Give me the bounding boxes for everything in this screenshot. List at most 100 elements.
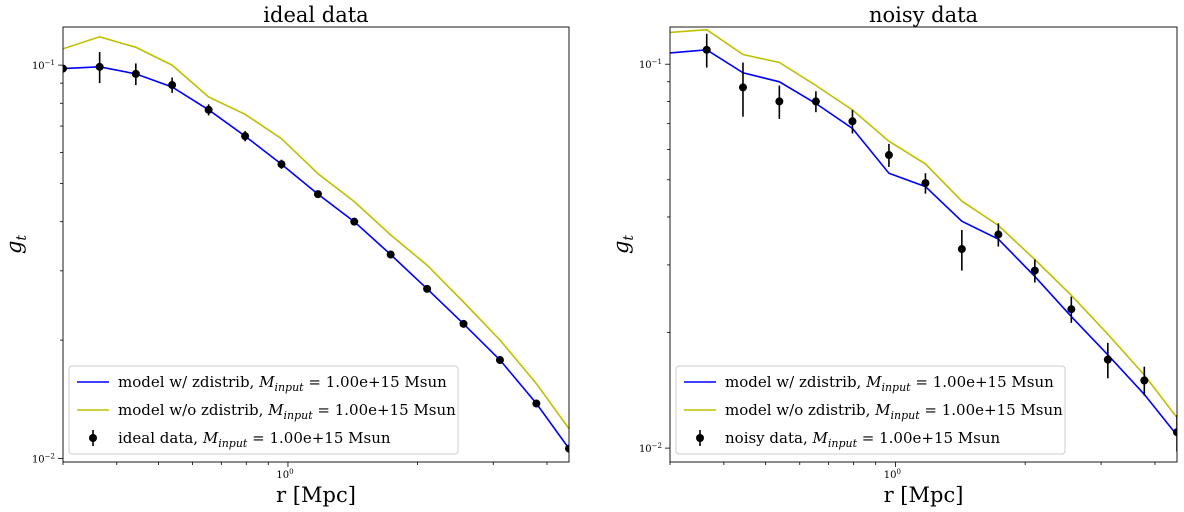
y-tick-label: 10−2 <box>639 442 662 455</box>
legend-label-1: model w/ zdistrib, Minput = 1.00e+15 Msu… <box>725 373 1054 394</box>
y-tick-label-base: 10 <box>639 60 652 71</box>
legend-label-mass-sub: input <box>828 437 858 450</box>
plot-area <box>63 35 569 453</box>
x-axis-label: r [Mpc] <box>276 483 356 507</box>
legend-label-suffix: = 1.00e+15 Msun <box>313 401 457 419</box>
data-point <box>738 83 747 92</box>
x-tick-label: 100 <box>276 468 293 481</box>
data-point <box>1103 355 1112 364</box>
x-tick-label-exp: 0 <box>289 468 293 476</box>
chart-title: ideal data <box>263 3 368 27</box>
legend-box <box>675 365 1066 455</box>
data-point <box>277 160 286 169</box>
data-point <box>95 62 104 71</box>
data-point <box>204 105 213 114</box>
y-axis-label-base: g <box>2 241 26 254</box>
legend-label-3: noisy data, Minput = 1.00e+15 Msun <box>725 429 1001 450</box>
legend: model w/ zdistrib, Minput = 1.00e+15 Msu… <box>68 365 459 455</box>
legend-label-3: ideal data, Minput = 1.00e+15 Msun <box>118 429 391 450</box>
legend-label-2: model w/o zdistrib, Minput = 1.00e+15 Ms… <box>725 401 1063 422</box>
legend-point-swatch <box>696 434 704 442</box>
y-axis-label: gt <box>2 235 30 254</box>
legend-label-name: noisy data, <box>725 429 812 447</box>
data-point <box>565 444 569 453</box>
plot-frame <box>669 26 1178 463</box>
data-point <box>1173 428 1177 437</box>
data-point <box>1140 376 1149 385</box>
y-tick-label-exp: −1 <box>652 58 662 66</box>
legend-label-suffix: = 1.00e+15 Msun <box>911 373 1055 391</box>
legend-label-name: model w/ zdistrib, <box>725 373 866 391</box>
plot-area <box>670 28 1177 452</box>
x-axis-label: r [Mpc] <box>884 483 964 507</box>
data-point <box>702 45 711 54</box>
legend-label-mass-symbol: M <box>202 429 219 447</box>
y-tick-label-base: 10 <box>639 444 652 455</box>
y-axis-label-sub: t <box>14 235 30 241</box>
legend-label-name: model w/o zdistrib, <box>725 401 875 419</box>
y-tick-label-base: 10 <box>32 455 45 466</box>
legend-label-mass-sub: input <box>881 381 911 394</box>
y-tick-label: 10−2 <box>32 453 55 466</box>
data-point <box>994 230 1003 239</box>
y-tick-label-exp: −1 <box>45 59 55 67</box>
legend-label-name: model w/o zdistrib, <box>118 401 268 419</box>
data-point <box>131 69 140 78</box>
legend-label-mass-sub: input <box>890 409 920 422</box>
y-axis-label-base: g <box>609 241 633 254</box>
legend-box <box>68 365 459 455</box>
legend: model w/ zdistrib, Minput = 1.00e+15 Msu… <box>675 365 1066 455</box>
y-tick-label-base: 10 <box>32 61 45 72</box>
data-point <box>459 319 468 328</box>
y-tick-label-exp: −2 <box>652 442 662 450</box>
data-point <box>241 132 250 141</box>
legend-label-mass-symbol: M <box>258 373 275 391</box>
x-tick-label-exp: 0 <box>897 468 901 476</box>
series-line-2 <box>63 35 569 430</box>
legend-label-mass-sub: input <box>283 409 313 422</box>
legend-label-suffix: = 1.00e+15 Msun <box>857 429 1001 447</box>
chart-title: noisy data <box>869 3 978 27</box>
data-point <box>1030 266 1039 275</box>
legend-label-name: model w/ zdistrib, <box>118 373 259 391</box>
data-point <box>775 97 784 106</box>
data-point <box>921 179 930 188</box>
data-point <box>811 97 820 106</box>
data-point <box>495 356 504 365</box>
data-point <box>350 217 359 226</box>
x-tick-label-base: 10 <box>276 470 289 481</box>
plot-frame <box>62 26 570 463</box>
data-point <box>63 64 67 73</box>
legend-label-mass-symbol: M <box>874 401 891 419</box>
legend-label-suffix: = 1.00e+15 Msun <box>247 429 391 447</box>
data-point <box>1067 305 1076 314</box>
y-tick-label: 10−1 <box>32 59 55 72</box>
data-point <box>168 81 177 90</box>
data-point <box>957 245 966 254</box>
legend-label-mass-symbol: M <box>267 401 284 419</box>
data-point <box>423 284 432 293</box>
legend-label-name: ideal data, <box>118 429 203 447</box>
data-point <box>848 117 857 126</box>
data-point <box>386 250 395 259</box>
legend-label-suffix: = 1.00e+15 Msun <box>920 401 1064 419</box>
legend-label-mass-symbol: M <box>865 373 882 391</box>
series-line-2 <box>670 28 1177 419</box>
y-tick-label-exp: −2 <box>45 453 55 461</box>
y-axis-label-sub: t <box>621 235 637 241</box>
y-axis-label: gt <box>609 235 637 254</box>
x-tick-label: 100 <box>884 468 901 481</box>
legend-label-mass-sub: input <box>218 437 248 450</box>
data-point <box>884 151 893 160</box>
legend-label-mass-symbol: M <box>811 429 828 447</box>
x-tick-label-base: 10 <box>884 470 897 481</box>
data-point <box>532 399 541 408</box>
y-tick-label: 10−1 <box>639 58 662 71</box>
legend-label-2: model w/o zdistrib, Minput = 1.00e+15 Ms… <box>118 401 456 422</box>
legend-label-suffix: = 1.00e+15 Msun <box>304 373 448 391</box>
legend-point-swatch <box>89 434 97 442</box>
legend-label-mass-sub: input <box>274 381 304 394</box>
